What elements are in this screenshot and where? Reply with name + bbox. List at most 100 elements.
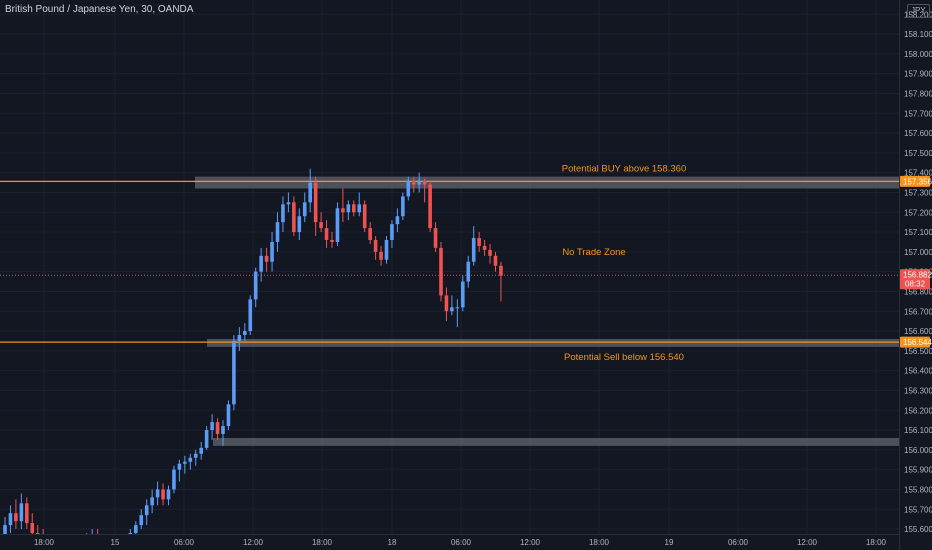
candle-body xyxy=(281,204,285,223)
candle xyxy=(444,287,449,322)
candle xyxy=(450,295,454,316)
candle-body xyxy=(319,222,323,229)
candle xyxy=(193,449,198,466)
candle-body xyxy=(395,216,400,225)
y-tick-label: 156.700 xyxy=(904,307,932,316)
candle xyxy=(297,208,302,240)
candle-body xyxy=(439,247,443,296)
currency-label[interactable]: JPY xyxy=(907,4,930,18)
candle xyxy=(455,299,460,328)
candle xyxy=(199,441,203,460)
candle-body xyxy=(471,237,476,262)
candle xyxy=(183,455,187,474)
candle xyxy=(357,192,362,217)
candle xyxy=(379,245,383,266)
candle xyxy=(188,453,193,470)
level-price-tag xyxy=(900,336,930,348)
candle-body xyxy=(3,525,7,539)
candle xyxy=(270,232,274,272)
y-tick-label: 157.900 xyxy=(904,70,932,79)
x-tick-label: 06:00 xyxy=(728,538,749,547)
candle-body xyxy=(134,525,138,534)
y-tick-label: 157.300 xyxy=(904,188,932,197)
candle-body xyxy=(161,489,165,500)
candle-body xyxy=(488,249,492,256)
candle xyxy=(253,267,258,308)
candle-body xyxy=(8,513,13,526)
candle xyxy=(292,196,296,237)
candle-body xyxy=(30,523,35,534)
candle xyxy=(166,485,171,506)
candle-body xyxy=(401,196,405,217)
candle xyxy=(384,236,389,264)
candle xyxy=(352,200,356,217)
candle-body xyxy=(433,228,438,248)
candle-body xyxy=(422,180,427,185)
y-tick-label: 156.100 xyxy=(904,426,932,435)
y-tick-label: 157.400 xyxy=(904,169,932,178)
candle-body xyxy=(482,245,487,250)
x-tick-label: 18:00 xyxy=(312,538,333,547)
candle-body xyxy=(362,204,367,229)
time-axis xyxy=(0,534,899,550)
candle-body xyxy=(183,461,187,464)
candle xyxy=(259,247,263,282)
candle-body xyxy=(335,208,340,242)
candle xyxy=(422,178,427,203)
y-tick-label: 155.600 xyxy=(904,525,932,534)
support-resistance-zone xyxy=(213,437,899,446)
candle xyxy=(275,212,280,252)
candle-body xyxy=(226,404,231,427)
candle xyxy=(161,483,165,506)
current-price-tag xyxy=(900,269,930,290)
x-tick-label: 18:00 xyxy=(866,538,887,547)
candle-body xyxy=(499,265,503,276)
candle-body xyxy=(461,281,465,308)
candle-body xyxy=(324,228,329,240)
candle xyxy=(401,192,405,221)
candle-body xyxy=(25,503,29,524)
annotation-label: Potential BUY above 158.360 xyxy=(562,164,686,175)
candle-body xyxy=(188,457,193,462)
candle-body xyxy=(406,180,411,197)
candle-body xyxy=(297,216,302,233)
candles xyxy=(3,168,503,550)
candle-body xyxy=(444,295,449,312)
candle-body xyxy=(292,202,296,233)
candle xyxy=(499,261,503,302)
candle xyxy=(346,200,351,221)
y-tick-label: 157.500 xyxy=(904,149,932,158)
y-tick-label: 157.700 xyxy=(904,109,932,118)
candle xyxy=(8,505,13,534)
candle-body xyxy=(302,202,307,217)
y-tick-label: 157.100 xyxy=(904,228,932,237)
candle xyxy=(313,176,318,237)
candle xyxy=(144,499,149,526)
candle-body xyxy=(144,505,149,516)
y-tick-label: 155.800 xyxy=(904,485,932,494)
candle xyxy=(155,481,160,506)
annotation-label: Potential Sell below 156.540 xyxy=(564,352,684,363)
candle-body xyxy=(177,463,182,470)
candle-body xyxy=(248,299,253,332)
candle-body xyxy=(493,255,498,266)
symbol-title: British Pound / Japanese Yen, 30, OANDA xyxy=(5,4,194,15)
candle xyxy=(204,426,209,450)
candle xyxy=(324,220,329,248)
y-tick-label: 156.800 xyxy=(904,287,932,296)
level-price-tag-label: 157.356 xyxy=(903,177,932,186)
y-tick-label: 158.200 xyxy=(904,10,932,19)
y-tick-label: 157.600 xyxy=(904,129,932,138)
y-tick-label: 155.900 xyxy=(904,466,932,475)
candle-body xyxy=(346,204,351,213)
candle xyxy=(368,222,372,244)
candle-body xyxy=(417,180,421,185)
y-tick-label: 157.000 xyxy=(904,248,932,257)
candle xyxy=(406,176,411,201)
candle xyxy=(319,212,323,233)
x-tick-label: 12:00 xyxy=(520,538,541,547)
x-tick-label: 06:00 xyxy=(451,538,472,547)
y-tick-label: 156.000 xyxy=(904,446,932,455)
